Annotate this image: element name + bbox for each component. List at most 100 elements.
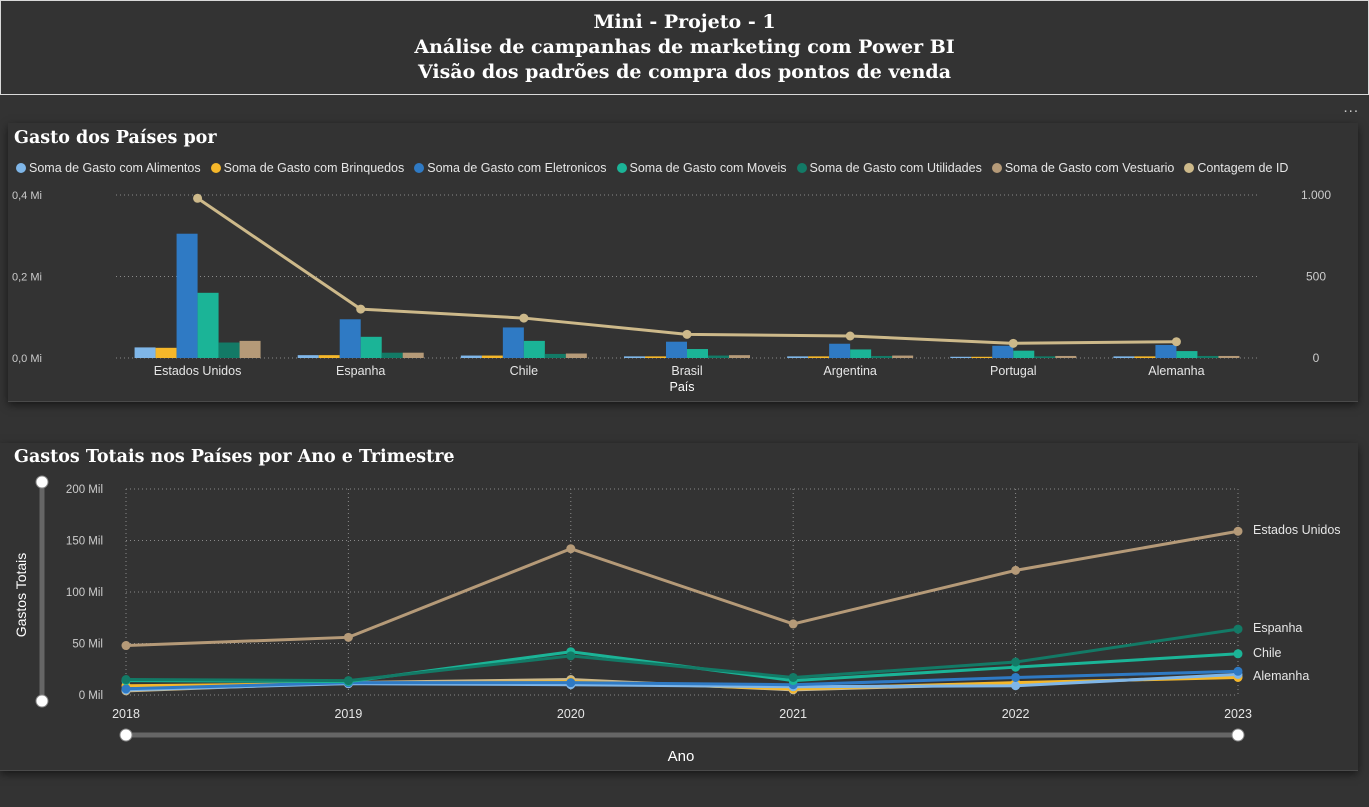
count-point (845, 331, 855, 341)
legend-label: Soma de Gasto com Moveis (629, 161, 787, 175)
x-tick-label: 2023 (1224, 707, 1252, 721)
x-range-slider-handle (1231, 728, 1245, 742)
series-point (1233, 666, 1243, 676)
count-point (682, 329, 692, 339)
count-point (1171, 337, 1181, 347)
legend-dot-icon (796, 163, 807, 173)
bar (381, 352, 403, 358)
series-point (788, 672, 798, 682)
bar (729, 355, 750, 358)
x-tick-label: 2020 (557, 707, 585, 721)
y-tick-label: 200 Mil (66, 484, 103, 496)
bar (950, 356, 972, 358)
x-tick-label: 2019 (334, 707, 362, 721)
bar (239, 340, 261, 358)
series-line (125, 627, 1239, 683)
bar (481, 355, 503, 358)
series-point (566, 678, 576, 688)
legend-item[interactable]: Soma de Gasto com Utilidades (796, 161, 982, 175)
series-point (343, 676, 353, 686)
x-tick-label: 2018 (112, 707, 140, 721)
bar (666, 341, 687, 358)
x-tick-label: Portugal (990, 364, 1037, 378)
bar (155, 347, 177, 358)
bar (687, 349, 708, 358)
y-range-slider-handle (35, 475, 49, 489)
legend-label: Soma de Gasto com Utilidades (809, 161, 982, 175)
legend-item[interactable]: Contagem de ID (1184, 161, 1288, 175)
report-title-line2: Análise de campanhas de marketing com Po… (414, 36, 955, 58)
series-end-label: Espanha (1253, 621, 1302, 635)
y-tick-label: 0,4 Mi (12, 190, 42, 202)
series-point (1011, 672, 1021, 682)
x-axis-label: Ano (668, 748, 695, 765)
bar (176, 233, 198, 358)
bar (1155, 344, 1177, 358)
bar-chart-legend[interactable]: Soma de Gasto com Alimentos Soma de Gasto… (16, 161, 1288, 175)
legend-dot-icon (414, 163, 425, 173)
legend-dot-icon (16, 163, 26, 173)
more-options-icon[interactable]: ... (1343, 99, 1359, 116)
x-range-slider-handle (119, 728, 133, 742)
y2-tick-label: 1.000 (1301, 188, 1331, 202)
bar (1034, 356, 1056, 358)
series-end-label: Estados Unidos (1253, 523, 1341, 537)
bar (787, 356, 809, 358)
y-range-slider-handle (35, 694, 49, 708)
x-axis-label: País (669, 380, 694, 394)
x-tick-label: 2022 (1002, 707, 1030, 721)
legend-item[interactable]: Soma de Gasto com Brinquedos (210, 161, 405, 175)
legend-dot-icon (991, 163, 1002, 173)
bar (134, 347, 156, 358)
legend-dot-icon (1184, 163, 1195, 173)
bar (1013, 350, 1035, 358)
series-point (1011, 565, 1021, 575)
bar (645, 356, 666, 358)
legend-item[interactable]: Soma de Gasto com Alimentos (16, 161, 201, 175)
y2-tick-label: 500 (1306, 270, 1326, 284)
bar (708, 355, 729, 358)
count-point (356, 304, 366, 314)
series-point (788, 619, 798, 629)
y-tick-label: 50 Mil (72, 639, 103, 651)
legend-item[interactable]: Soma de Gasto com Moveis (616, 161, 787, 175)
legend-label: Soma de Gasto com Eletronicos (427, 161, 607, 175)
series-point (121, 641, 131, 651)
count-point (1008, 338, 1018, 348)
series-point (1233, 624, 1243, 634)
bar (850, 349, 872, 358)
bar (565, 353, 587, 358)
bar (971, 356, 993, 358)
bar (544, 353, 566, 358)
series-end-label: Chile (1253, 646, 1282, 660)
bar (1218, 355, 1240, 358)
series-point (1011, 681, 1021, 691)
bar (523, 340, 545, 358)
series-point (343, 632, 353, 642)
bar (460, 355, 482, 358)
legend-label: Soma de Gasto com Alimentos (29, 161, 201, 175)
bar (1176, 351, 1198, 358)
legend-label: Contagem de ID (1197, 161, 1289, 175)
bar (402, 352, 424, 358)
bar (829, 343, 851, 358)
x-tick-label: Estados Unidos (154, 364, 242, 378)
y-tick-label: 0,2 Mi (12, 272, 42, 284)
series-point (566, 544, 576, 554)
legend-item[interactable]: Soma de Gasto com Vestuario (991, 161, 1174, 175)
bar (892, 355, 914, 358)
report-title-line1: Mini - Projeto - 1 (593, 11, 776, 33)
bar (871, 355, 893, 358)
bar (339, 319, 361, 358)
x-tick-label: Brasil (671, 364, 702, 378)
x-tick-label: 2021 (779, 707, 807, 721)
bar (624, 356, 645, 358)
bar (218, 342, 240, 358)
series-line (125, 529, 1239, 648)
bar (1134, 356, 1156, 358)
bar (197, 292, 219, 358)
legend-item[interactable]: Soma de Gasto com Eletronicos (414, 161, 607, 175)
series-point (1233, 526, 1243, 536)
legend-label: Soma de Gasto com Brinquedos (223, 161, 405, 175)
x-tick-label: Chile (510, 364, 539, 378)
